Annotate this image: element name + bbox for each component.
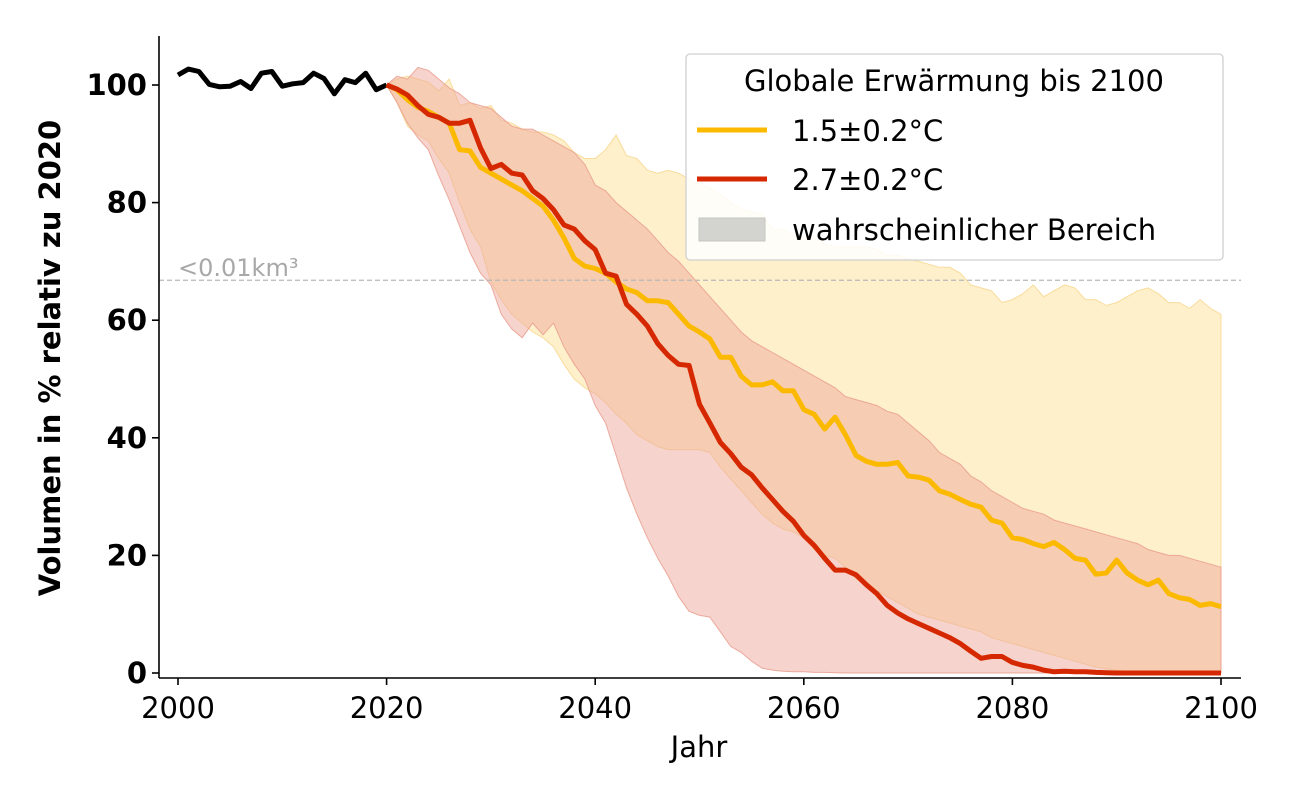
y-tick-label: 100 xyxy=(86,68,147,102)
y-tick-label: 20 xyxy=(107,538,147,572)
threshold-annotation: <0.01km³ xyxy=(178,254,298,282)
y-tick-label: 40 xyxy=(107,421,147,455)
y-axis-label: Volumen in % relativ zu 2020 xyxy=(33,120,67,596)
band-2-7 xyxy=(385,66,1222,674)
legend-label-range: wahrscheinlicher Bereich xyxy=(792,213,1156,247)
legend: Globale Erwärmung bis 2100 1.5±0.2°C 2.7… xyxy=(685,53,1224,261)
legend-title: Globale Erwärmung bis 2100 xyxy=(744,64,1164,98)
y-ticks: 0 20 40 60 80 100 xyxy=(86,68,159,690)
x-tick-label: 2040 xyxy=(558,691,632,725)
legend-swatch-range xyxy=(698,217,766,242)
x-tick-label: 2000 xyxy=(141,691,215,725)
x-ticks: 2000 2020 2040 2060 2080 2100 xyxy=(141,678,1258,725)
line-1-5 xyxy=(385,82,1222,610)
uncertainty-bands xyxy=(385,66,1222,674)
legend-label-2-7: 2.7±0.2°C xyxy=(792,163,943,197)
x-axis-label: Jahr xyxy=(669,730,728,764)
line-2-7 xyxy=(385,82,1221,676)
x-tick-label: 2020 xyxy=(350,691,424,725)
y-tick-label: 60 xyxy=(107,303,147,337)
x-tick-label: 2060 xyxy=(767,691,841,725)
series-lines xyxy=(176,66,1222,676)
legend-label-1-5: 1.5±0.2°C xyxy=(792,114,943,148)
x-tick-label: 2080 xyxy=(975,691,1049,725)
legend-frame xyxy=(685,53,1224,261)
line-historical xyxy=(176,66,388,97)
x-tick-label: 2100 xyxy=(1184,691,1258,725)
y-tick-label: 0 xyxy=(127,656,147,690)
y-tick-label: 80 xyxy=(107,186,147,220)
